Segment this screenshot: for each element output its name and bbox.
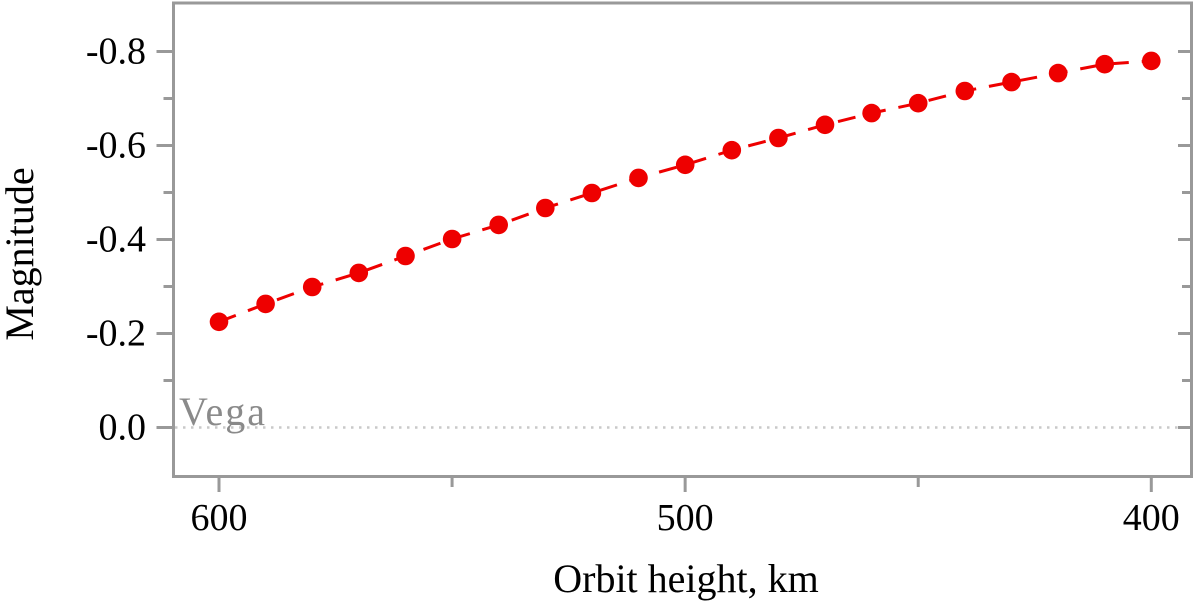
series-dashed-line — [218, 59, 1152, 324]
x-tick-label: 500 — [657, 497, 714, 539]
tick-labels-layer: -0.8 -0.6 -0.4 -0.2 0.0 600 500 400 — [86, 31, 1180, 540]
axis-ticks-layer — [156, 50, 1190, 492]
data-point — [489, 215, 509, 235]
x-axis-title: Orbit height, km — [553, 556, 819, 601]
data-point — [1002, 72, 1021, 92]
y-tick-label: 0.0 — [99, 407, 147, 449]
y-tick-label: -0.4 — [86, 219, 146, 261]
y-tick-label: -0.6 — [86, 125, 146, 167]
data-series-layer — [209, 51, 1161, 332]
data-point — [722, 140, 742, 160]
y-tick-label: -0.8 — [86, 31, 146, 73]
vega-reference-label: Vega — [179, 389, 267, 434]
data-point — [209, 312, 229, 332]
y-axis-title: Magnitude — [0, 167, 42, 340]
data-point — [815, 115, 835, 135]
data-point — [256, 294, 275, 314]
axes-frame-layer — [172, 1, 1193, 478]
data-point — [302, 277, 322, 297]
data-point — [1142, 51, 1161, 71]
plot-frame — [172, 1, 1193, 478]
data-point — [629, 168, 648, 188]
data-point — [536, 198, 555, 218]
x-tick-label: 400 — [1123, 497, 1180, 539]
data-point — [442, 229, 462, 249]
data-point — [1048, 63, 1068, 83]
x-tick-label: 600 — [191, 497, 248, 539]
data-point — [675, 155, 695, 175]
data-point — [908, 93, 928, 113]
data-point — [862, 103, 881, 123]
y-tick-label: -0.2 — [86, 313, 146, 355]
data-point — [1095, 54, 1114, 74]
data-point — [349, 263, 369, 283]
data-point — [769, 128, 788, 148]
data-point — [582, 183, 602, 203]
data-point — [955, 81, 975, 101]
data-point — [396, 246, 415, 266]
